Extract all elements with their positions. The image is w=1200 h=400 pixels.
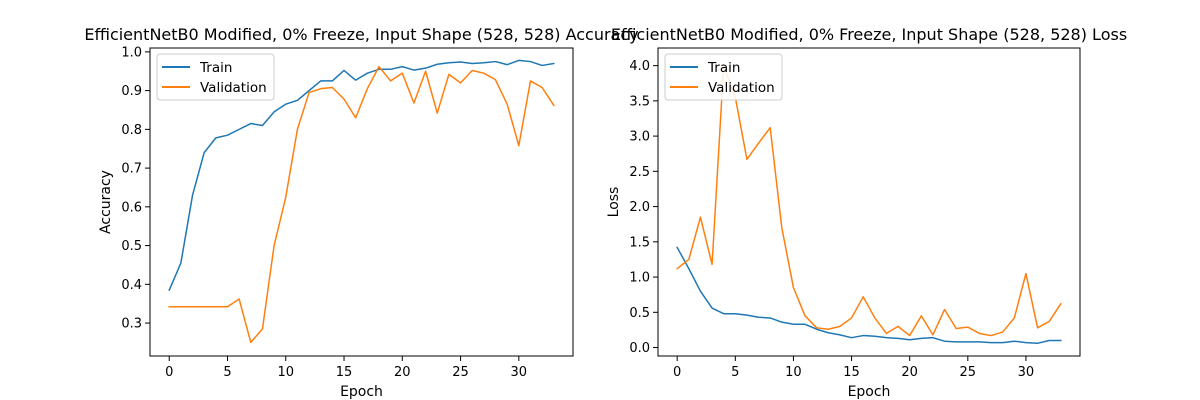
accuracy-y-tick-label: 0.8 [121,123,142,138]
loss-x-tick-label: 10 [785,365,802,380]
accuracy-y-axis-label: Accuracy [98,170,114,234]
loss-plot-frame [657,47,1081,357]
accuracy-plot-frame [149,47,574,357]
loss-y-tick-label: 0.0 [629,341,650,356]
accuracy-legend-box [156,53,275,101]
loss-x-tick-label: 30 [1018,365,1035,380]
loss-y-tick-label: 1.5 [629,235,650,250]
loss-x-tick-label: 25 [960,365,977,380]
loss-legend-validation-label: Validation [708,80,775,96]
accuracy-legend-train-label: Train [199,60,232,76]
accuracy-x-tick-label: 10 [277,365,294,380]
loss-y-tick-label: 3.0 [629,130,650,145]
loss-legend-train-label: Train [707,60,740,76]
loss-x-tick-label: 15 [843,365,860,380]
loss-y-tick-label: 3.5 [629,94,650,109]
accuracy-y-tick-label: 0.5 [121,239,142,254]
loss-y-tick-label: 0.5 [629,306,650,321]
loss-y-tick-label: 1.0 [629,271,650,286]
accuracy-x-tick-label: 25 [452,365,469,380]
loss-y-axis-label: Loss [606,187,622,218]
accuracy-x-tick-label: 20 [394,365,411,380]
loss-y-tick-label: 2.5 [629,165,650,180]
loss-x-tick-label: 0 [673,365,681,380]
loss-validation-line [676,64,1062,337]
loss-legend: Train Validation [664,53,783,101]
loss-lines [676,64,1062,345]
loss-y-tick-label: 4.0 [629,59,650,74]
loss-ticks: 0 5 10 15 20 25 30 0.0 0.5 1.0 1.5 2.0 2.5 3.0 3.5 4.0 [629,59,1034,380]
accuracy-ticks: 0 5 10 15 20 25 30 0.3 0.4 0.5 0.6 0.7 0.8 0.9 1.0 [121,45,527,380]
loss-train-line [676,246,1062,345]
accuracy-y-tick-label: 0.3 [121,317,142,332]
accuracy-x-tick-label: 30 [511,365,528,380]
accuracy-train-line [168,59,555,292]
loss-x-tick-label: 5 [731,365,739,380]
accuracy-x-tick-label: 0 [165,365,173,380]
accuracy-x-axis-label: Epoch [340,384,383,400]
accuracy-legend: Train Validation [156,53,275,101]
accuracy-y-tick-label: 0.7 [121,162,142,177]
accuracy-validation-line [168,65,555,344]
loss-legend-box [664,53,783,101]
accuracy-x-tick-label: 5 [223,365,231,380]
accuracy-y-tick-label: 0.6 [121,200,142,215]
accuracy-chart: 0 5 10 15 20 25 30 0.3 0.4 0.5 0.6 0.7 0.8 0.9 1.0 Eff… [84,25,638,400]
accuracy-legend-validation-label: Validation [200,80,267,96]
accuracy-lines [168,59,555,344]
accuracy-y-tick-label: 0.9 [121,84,142,99]
loss-chart-title: EfficientNetB0 Modified, 0% Freeze, Inpu… [611,25,1127,44]
loss-x-axis-label: Epoch [848,384,891,400]
accuracy-y-tick-label: 1.0 [121,45,142,60]
accuracy-chart-title: EfficientNetB0 Modified, 0% Freeze, Inpu… [84,25,638,44]
loss-x-tick-label: 20 [901,365,918,380]
accuracy-y-tick-label: 0.4 [121,278,142,293]
accuracy-x-tick-label: 15 [336,365,353,380]
loss-y-tick-label: 2.0 [629,200,650,215]
loss-chart: 0 5 10 15 20 25 300.00.51.01.52.02.53.03.54.0 … [606,25,1127,400]
